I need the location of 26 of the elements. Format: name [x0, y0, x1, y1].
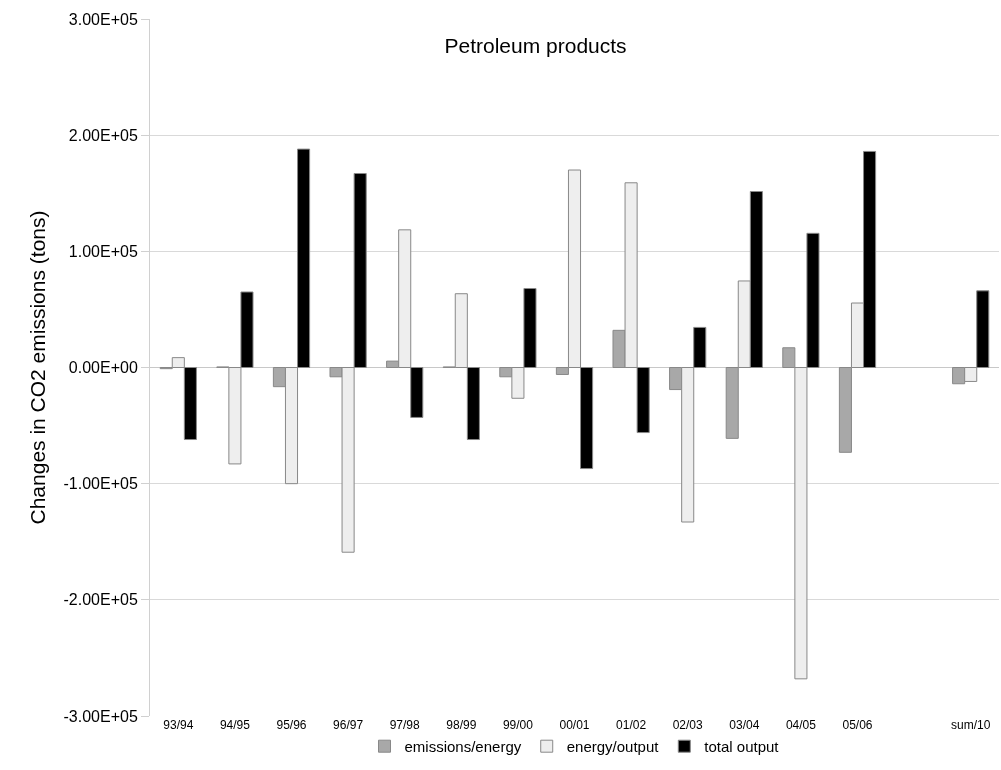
- x-tick-label: sum/10: [951, 718, 991, 732]
- x-tick-label: 01/02: [616, 718, 647, 732]
- y-tick-label: -2.00E+05: [63, 591, 138, 609]
- y-tick-label: 0.00E+00: [68, 359, 138, 377]
- x-tick-label: 04/05: [785, 718, 817, 732]
- x-tick-label: 93/94: [163, 718, 194, 732]
- y-tick-label: -3.00E+05: [63, 707, 138, 725]
- legend-label: energy/output: [566, 738, 660, 756]
- x-tick-label: 95/96: [276, 718, 307, 732]
- legend-label: emissions/energy: [404, 738, 522, 756]
- x-tick-label: 00/01: [559, 718, 590, 732]
- y-tick-label: 1.00E+05: [68, 242, 138, 260]
- x-tick-label: 02/03: [672, 718, 704, 732]
- x-tick-label: 98/99: [446, 718, 477, 732]
- x-tick-label: 99/00: [502, 718, 534, 732]
- x-tick-label: 05/06: [842, 718, 873, 732]
- y-tick-label: 2.00E+05: [68, 126, 138, 144]
- y-tick-label: 3.00E+05: [68, 10, 138, 28]
- text: Petroleum products: [444, 34, 627, 58]
- y-axis-title: Changes in CO2 emissions (tons): [25, 210, 49, 525]
- x-tick-label: 03/04: [729, 718, 760, 732]
- x-tick-label: 96/97: [333, 718, 364, 732]
- x-tick-label: 94/95: [219, 718, 251, 732]
- legend-label: total output: [704, 738, 780, 756]
- y-tick-label: -1.00E+05: [63, 475, 138, 493]
- x-tick-label: 97/98: [389, 718, 421, 732]
